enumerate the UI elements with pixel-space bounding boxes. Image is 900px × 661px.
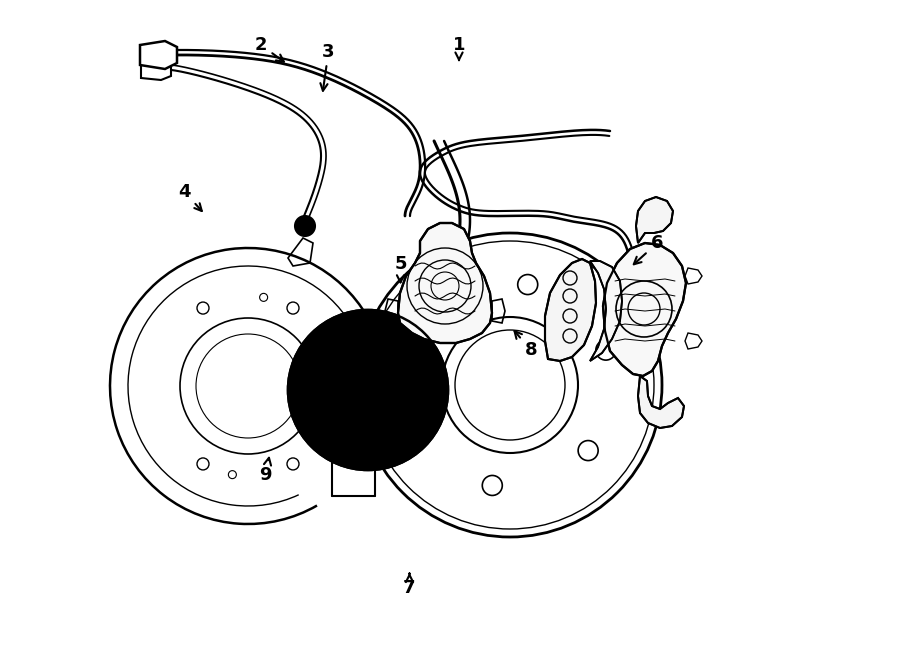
Circle shape: [288, 310, 448, 470]
Polygon shape: [590, 261, 622, 361]
Text: 8: 8: [515, 331, 537, 360]
Polygon shape: [140, 41, 177, 69]
Polygon shape: [545, 259, 596, 361]
Text: 6: 6: [634, 234, 663, 264]
Polygon shape: [603, 243, 686, 376]
Text: 4: 4: [178, 182, 202, 211]
Polygon shape: [141, 60, 171, 80]
Text: 2: 2: [255, 36, 284, 61]
Circle shape: [295, 216, 315, 236]
Polygon shape: [636, 197, 673, 243]
Text: 3: 3: [320, 42, 335, 91]
Text: 7: 7: [403, 574, 416, 598]
Polygon shape: [398, 223, 492, 343]
Text: 5: 5: [394, 255, 407, 282]
Polygon shape: [638, 376, 684, 428]
Text: 1: 1: [453, 36, 465, 60]
Text: 9: 9: [259, 458, 272, 484]
